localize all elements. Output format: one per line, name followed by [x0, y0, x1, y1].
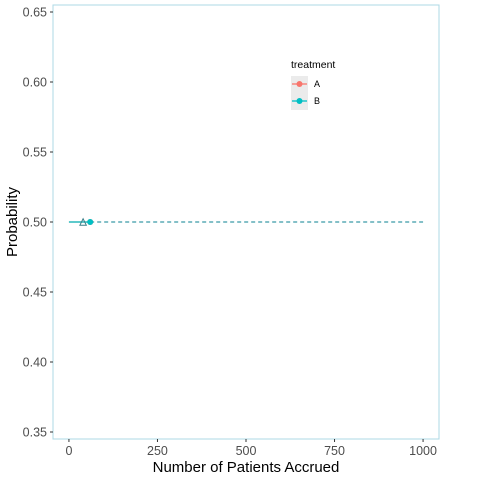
triangle-marker	[79, 217, 88, 226]
legend-label-A: A	[314, 79, 320, 89]
x-tick-label: 0	[65, 444, 72, 458]
y-tick-label: 0.65	[23, 6, 47, 20]
y-tick-label: 0.60	[23, 76, 47, 90]
y-tick-label: 0.40	[23, 356, 47, 370]
y-tick-label: 0.35	[23, 426, 47, 440]
series-layer	[68, 217, 424, 226]
y-axis-title: Probability	[4, 186, 21, 257]
x-tick-label: 500	[236, 444, 257, 458]
legend-title: treatment	[291, 59, 335, 71]
x-axis: 0 250 500 750 1000	[65, 439, 437, 458]
x-axis-title: Number of Patients Accrued	[153, 459, 340, 476]
x-tick-label: 250	[147, 444, 168, 458]
x-tick-label: 750	[324, 444, 345, 458]
series-B-point	[87, 219, 94, 225]
y-tick-label: 0.45	[23, 286, 47, 300]
y-tick-label: 0.55	[23, 146, 47, 160]
legend-label-B: B	[314, 96, 320, 106]
legend: treatment AB	[291, 59, 335, 110]
legend-key-point	[296, 98, 303, 104]
x-tick-label: 1000	[409, 444, 437, 458]
y-tick-label: 0.50	[23, 216, 47, 230]
y-axis: 0.35 0.40 0.45 0.50 0.55 0.60 0.65	[23, 6, 53, 440]
legend-key-point	[296, 81, 303, 87]
